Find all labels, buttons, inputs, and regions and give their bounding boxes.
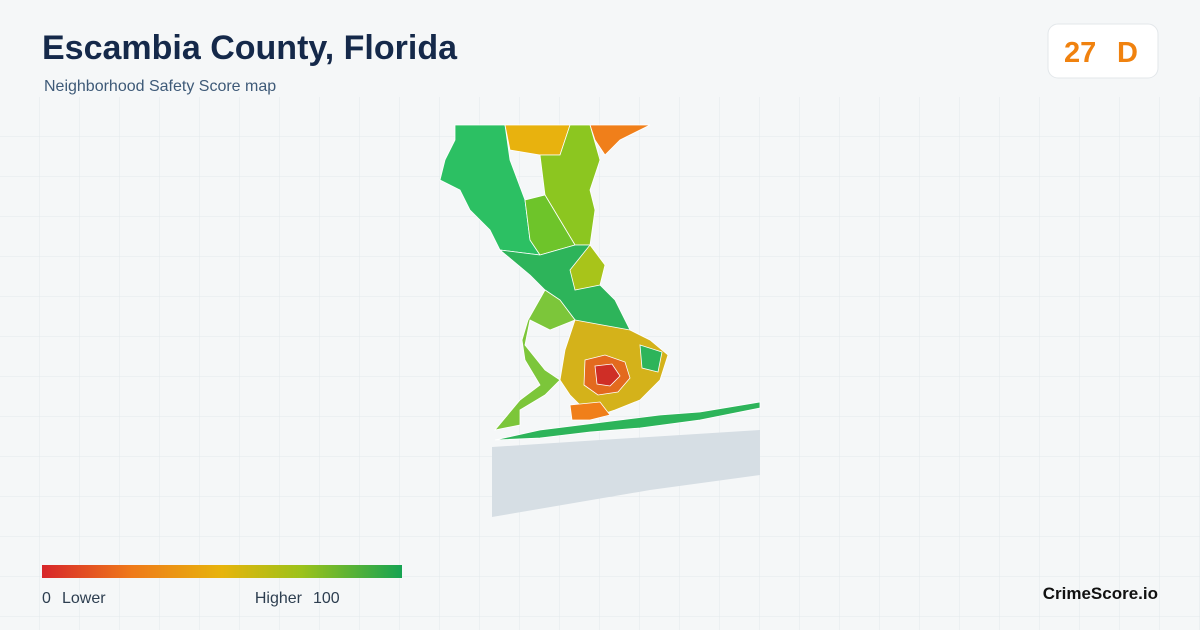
title: Escambia County, Florida — [42, 29, 458, 67]
region — [494, 401, 761, 441]
region — [639, 344, 663, 373]
subtitle: Neighborhood Safety Score map — [44, 78, 276, 95]
region — [439, 124, 541, 256]
legend-max: 100 — [313, 590, 340, 607]
region — [569, 401, 611, 421]
region — [569, 244, 606, 291]
score-grade: D — [1117, 37, 1138, 69]
water — [492, 430, 760, 517]
brand: CrimeScore.io — [1043, 584, 1158, 603]
region — [504, 124, 571, 156]
county-map — [439, 124, 761, 517]
region — [589, 124, 651, 156]
legend-max-label: Higher — [255, 590, 303, 607]
legend-min-label: Lower — [62, 590, 106, 607]
score-badge: 27 D — [1047, 23, 1159, 79]
score-value: 27 — [1064, 37, 1096, 69]
legend-scale — [42, 565, 402, 578]
badge-box — [1047, 23, 1159, 79]
region — [594, 363, 621, 387]
legend-min: 0 — [42, 590, 51, 607]
region — [493, 289, 576, 431]
legend: 0 Lower Higher 100 — [42, 565, 402, 607]
